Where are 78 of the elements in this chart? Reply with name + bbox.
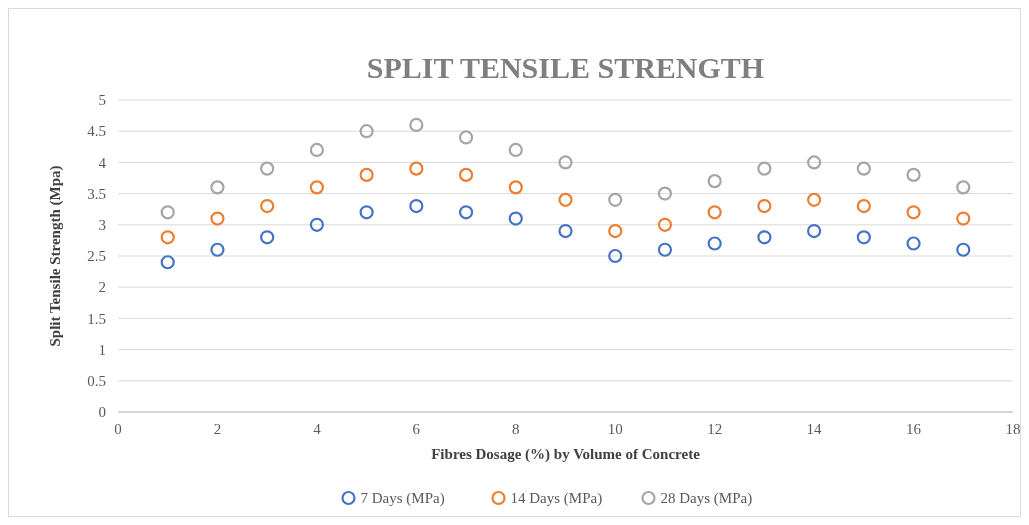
point xyxy=(409,161,424,176)
point xyxy=(458,167,474,182)
x-tick-label: 8 xyxy=(512,421,520,437)
point xyxy=(309,180,324,195)
x-tick-label: 18 xyxy=(1005,421,1021,437)
point xyxy=(458,205,474,220)
x-tick-label: 16 xyxy=(906,421,922,437)
point xyxy=(608,248,623,264)
y-tick-label: 5 xyxy=(98,92,106,109)
y-tick-label: 0.5 xyxy=(87,373,106,390)
point xyxy=(260,198,275,214)
y-tick-label: 3.5 xyxy=(87,185,106,202)
x-tick-label: 14 xyxy=(806,421,823,437)
point xyxy=(807,155,822,170)
point xyxy=(608,192,623,207)
point xyxy=(309,142,324,158)
legend-label: 7 Days (MPa) xyxy=(360,490,445,507)
point xyxy=(657,217,673,232)
point xyxy=(508,142,523,158)
y-tick-label: 4.5 xyxy=(87,123,106,140)
point xyxy=(757,198,772,214)
y-tick-label: 3 xyxy=(98,217,106,234)
point xyxy=(657,186,673,201)
point xyxy=(608,223,623,239)
point xyxy=(707,174,722,189)
point xyxy=(956,180,971,195)
point xyxy=(707,205,722,220)
point xyxy=(906,167,921,182)
point xyxy=(657,242,673,257)
x-tick-label: 12 xyxy=(707,421,723,437)
point xyxy=(558,223,573,239)
legend-label: 14 Days (MPa) xyxy=(510,490,603,507)
x-tick-label: 2 xyxy=(213,421,222,437)
point xyxy=(359,205,374,220)
point xyxy=(956,242,971,257)
point xyxy=(409,117,424,133)
point xyxy=(210,211,225,226)
point xyxy=(210,180,225,195)
point xyxy=(458,130,474,145)
point xyxy=(807,223,822,239)
point xyxy=(359,167,374,182)
point xyxy=(309,217,324,232)
y-tick-label: 2.5 xyxy=(87,248,106,265)
point xyxy=(856,198,871,214)
point xyxy=(807,192,822,207)
y-tick-label: 1.5 xyxy=(87,310,106,327)
point xyxy=(707,236,722,251)
legend-label: 28 Days (MPa) xyxy=(660,490,753,507)
point xyxy=(757,230,772,245)
point xyxy=(508,180,523,195)
y-tick-label: 0 xyxy=(98,404,106,421)
x-tick-label: 0 xyxy=(114,421,122,437)
point xyxy=(856,161,871,176)
point xyxy=(210,242,225,257)
point xyxy=(359,124,374,139)
point xyxy=(160,205,175,220)
point xyxy=(906,236,921,251)
point xyxy=(856,230,871,245)
point xyxy=(260,161,275,176)
chart-title: SPLIT TENSILE STRENGTH xyxy=(366,51,765,84)
point xyxy=(757,161,772,176)
point xyxy=(558,192,573,207)
x-tick-label: 10 xyxy=(607,421,623,437)
point xyxy=(956,211,971,226)
point xyxy=(409,198,424,214)
y-tick-label: 2 xyxy=(98,279,106,296)
y-tick-label: 4 xyxy=(98,154,107,171)
x-tick-label: 6 xyxy=(412,421,421,437)
point xyxy=(260,230,275,245)
point xyxy=(558,155,573,170)
y-axis-title: Split Tensile Strength (Mpa) xyxy=(47,165,64,347)
point xyxy=(160,255,175,270)
point xyxy=(160,230,175,245)
y-tick-label: 1 xyxy=(98,341,106,358)
point xyxy=(508,211,523,226)
point xyxy=(906,205,921,220)
x-tick-label: 4 xyxy=(313,421,322,437)
x-axis-title: Fibres Dosage (%) by Volume of Concrete xyxy=(431,446,701,463)
